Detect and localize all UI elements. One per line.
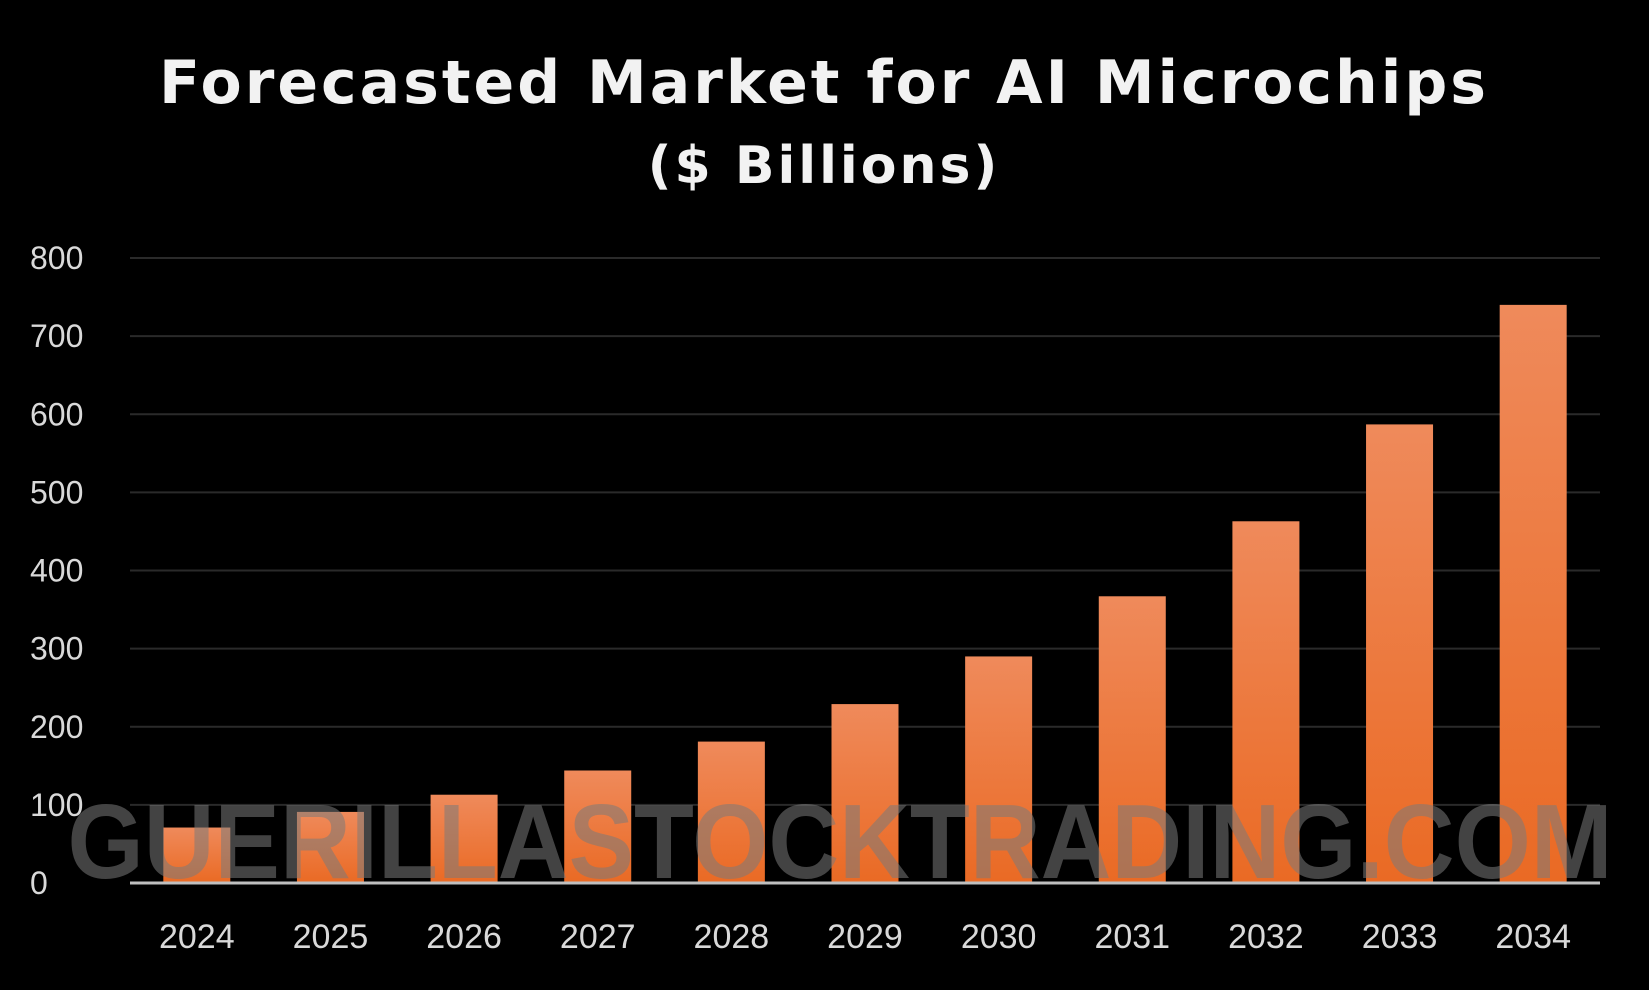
chart-title: Forecasted Market for AI Microchips <box>159 48 1489 118</box>
x-tick-label: 2024 <box>159 918 235 956</box>
chart-subtitle: ($ Billions) <box>648 136 1000 196</box>
bar-2024 <box>163 827 231 883</box>
y-tick-label: 100 <box>30 787 83 823</box>
y-tick-label: 600 <box>30 396 83 432</box>
bar-2028 <box>697 741 765 883</box>
bar-2027 <box>564 770 632 883</box>
y-tick-label: 700 <box>30 318 83 354</box>
bar-2032 <box>1232 521 1300 883</box>
y-tick-label: 300 <box>30 631 83 667</box>
watermark: GUERILLASTOCKTRADING.COM <box>68 783 1613 901</box>
x-tick-label: 2029 <box>827 918 903 956</box>
bar-2029 <box>831 704 899 883</box>
bar-2025 <box>296 811 364 883</box>
x-tick-label: 2027 <box>560 918 636 956</box>
bar-2031 <box>1098 596 1166 883</box>
y-axis-tick-labels: 0 100 200 300 400 500 600 700 800 <box>30 240 83 901</box>
x-tick-label: 2033 <box>1362 918 1438 956</box>
x-tick-label: 2034 <box>1495 918 1571 956</box>
bar-2026 <box>430 794 498 883</box>
bar-2034 <box>1499 304 1567 883</box>
bar-2033 <box>1366 424 1434 883</box>
bar-2030 <box>965 656 1033 883</box>
x-tick-label: 2030 <box>961 918 1037 956</box>
y-tick-label: 800 <box>30 240 83 276</box>
x-tick-label: 2026 <box>426 918 502 956</box>
x-tick-label: 2032 <box>1228 918 1304 956</box>
x-axis-tick-labels: 2024 2025 2026 2027 2028 2029 2030 2031 2032 2033… <box>159 918 1571 956</box>
x-tick-label: 2028 <box>694 918 770 956</box>
y-tick-label: 500 <box>30 474 83 510</box>
y-tick-label: 400 <box>30 553 83 589</box>
x-tick-label: 2031 <box>1094 918 1170 956</box>
y-tick-label: 0 <box>30 865 48 901</box>
x-tick-label: 2025 <box>293 918 369 956</box>
y-tick-label: 200 <box>30 709 83 745</box>
bars <box>163 304 1567 883</box>
